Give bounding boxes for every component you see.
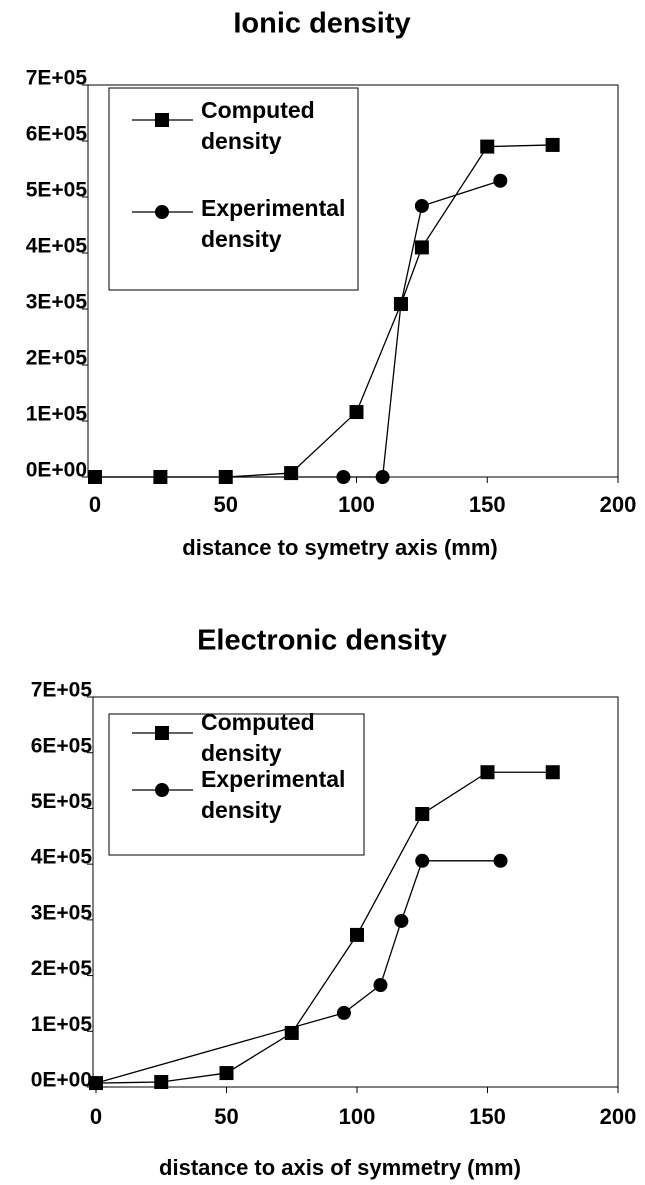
marker (284, 1025, 299, 1040)
y-tick-label: 4E+05 (31, 846, 93, 869)
marker (349, 405, 364, 420)
marker (350, 927, 364, 942)
legend-label: Experimental density (201, 766, 346, 823)
x-tick-label: 200 (600, 1104, 637, 1129)
series-line (95, 771, 553, 1084)
marker (394, 913, 409, 928)
x-tick-label: 100 (338, 492, 375, 517)
y-tick-label: 3E+05 (31, 901, 93, 924)
y-tick-label: 5E+05 (26, 179, 88, 202)
series-line (95, 860, 501, 1084)
y-tick-label: 5E+05 (31, 790, 93, 813)
chart-title: Electronic density (197, 625, 447, 657)
marker (336, 1005, 351, 1020)
marker (414, 198, 429, 213)
y-tick-label: 3E+05 (26, 291, 88, 314)
marker (336, 470, 351, 484)
x-tick-label: 50 (214, 492, 238, 517)
marker (414, 240, 429, 255)
y-tick-label: 1E+05 (31, 1013, 93, 1036)
chart-title: Ionic density (233, 8, 410, 40)
marker (155, 113, 169, 127)
marker (393, 296, 408, 311)
marker (415, 807, 430, 821)
marker (155, 783, 169, 797)
marker (89, 1076, 103, 1091)
legend-box (108, 713, 365, 856)
marker (375, 470, 390, 484)
marker (545, 765, 560, 780)
y-tick-label: 1E+05 (26, 403, 88, 426)
marker (480, 139, 495, 154)
marker (154, 1074, 169, 1089)
y-tick-label: 4E+05 (26, 235, 88, 258)
legend-label: Computed density (201, 709, 315, 766)
x-axis-label: distance to symetry axis (mm) (182, 535, 497, 560)
y-tick-label: 2E+05 (26, 347, 88, 370)
plot-frame (92, 696, 619, 1088)
y-tick-label: 7E+05 (26, 67, 88, 90)
x-tick-label: 200 (600, 492, 637, 517)
y-tick-label: 0E+00 (31, 1069, 92, 1092)
marker (373, 978, 388, 993)
series-line (95, 180, 501, 478)
marker (415, 853, 430, 868)
marker (284, 466, 299, 481)
marker (219, 1066, 234, 1081)
y-tick-label: 6E+05 (31, 734, 93, 757)
x-axis-label: distance to axis of symmetry (mm) (159, 1155, 521, 1180)
x-tick-label: 0 (89, 492, 101, 517)
marker (493, 173, 508, 188)
x-tick-label: 150 (469, 1104, 506, 1129)
marker (493, 853, 508, 868)
legend-label: Computed density (201, 97, 315, 154)
x-tick-label: 0 (90, 1104, 102, 1129)
marker (545, 137, 560, 152)
y-tick-label: 2E+05 (31, 957, 93, 980)
x-tick-label: 100 (339, 1104, 376, 1129)
marker (88, 470, 102, 484)
x-tick-label: 50 (214, 1104, 238, 1129)
x-tick-label: 150 (469, 492, 506, 517)
y-tick-label: 7E+05 (31, 679, 93, 702)
legend-label: Experimental density (201, 195, 346, 252)
y-tick-label: 0E+00 (26, 459, 87, 482)
marker (155, 726, 169, 740)
y-tick-label: 6E+05 (26, 123, 88, 146)
marker (155, 205, 169, 219)
marker (480, 765, 495, 780)
legend-box (108, 87, 359, 291)
